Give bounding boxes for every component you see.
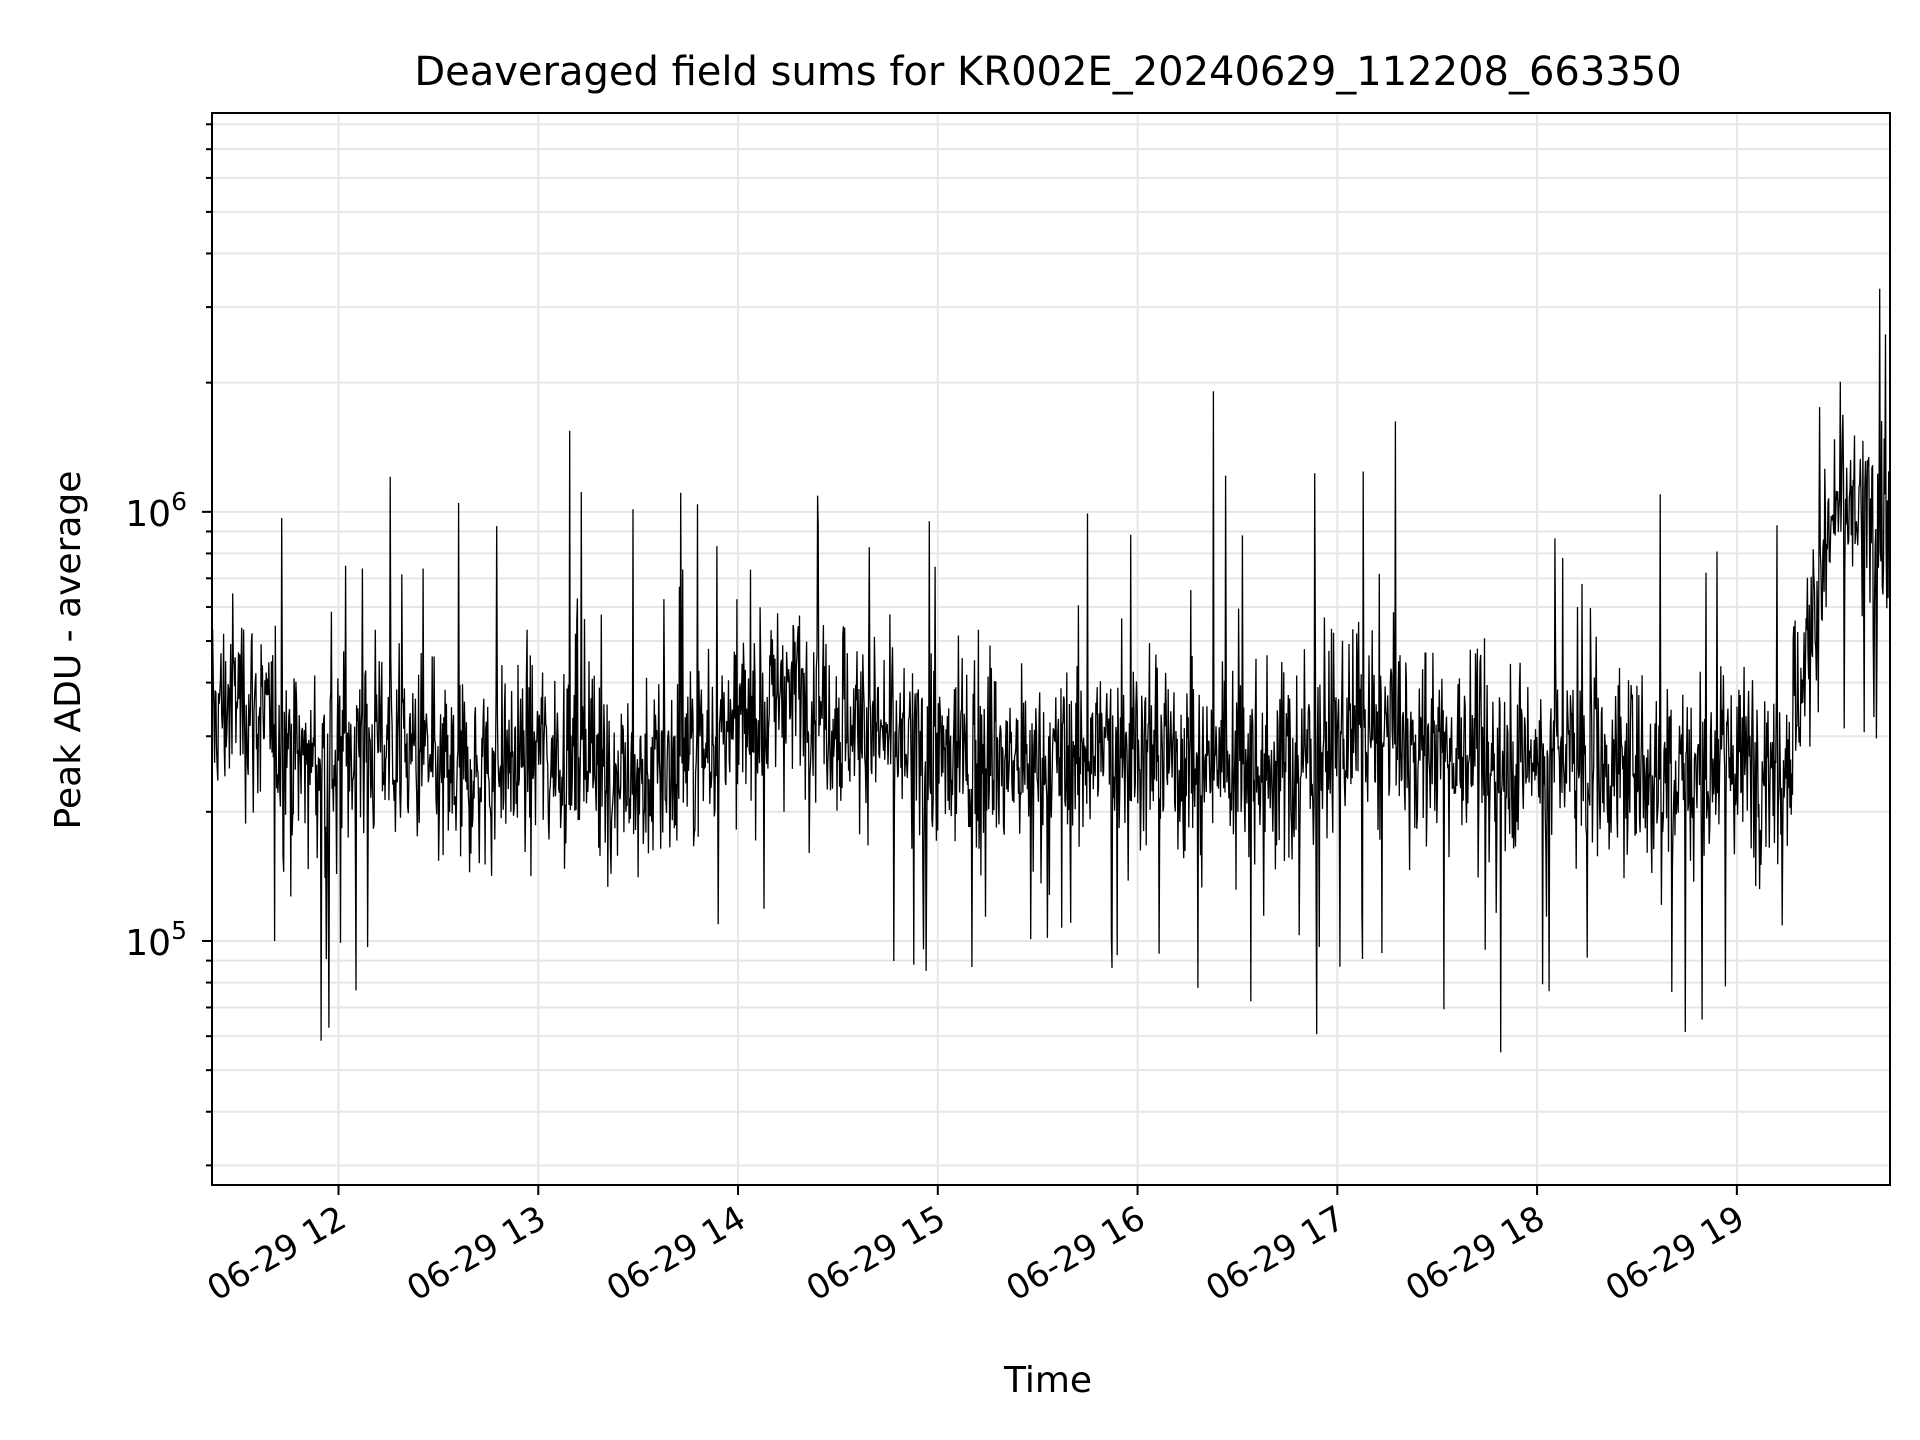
chart-title: Deaveraged field sums for KR002E_2024062… bbox=[414, 49, 1681, 95]
y-tick-label: 105 bbox=[125, 916, 187, 964]
x-axis-label: Time bbox=[1003, 1360, 1092, 1401]
y-tick-label: 106 bbox=[125, 487, 187, 535]
series-line bbox=[211, 288, 1891, 1053]
data-layer bbox=[211, 288, 1891, 1053]
plot-frame bbox=[211, 112, 1891, 1186]
y-axis-label: Peak ADU - average bbox=[48, 471, 89, 830]
